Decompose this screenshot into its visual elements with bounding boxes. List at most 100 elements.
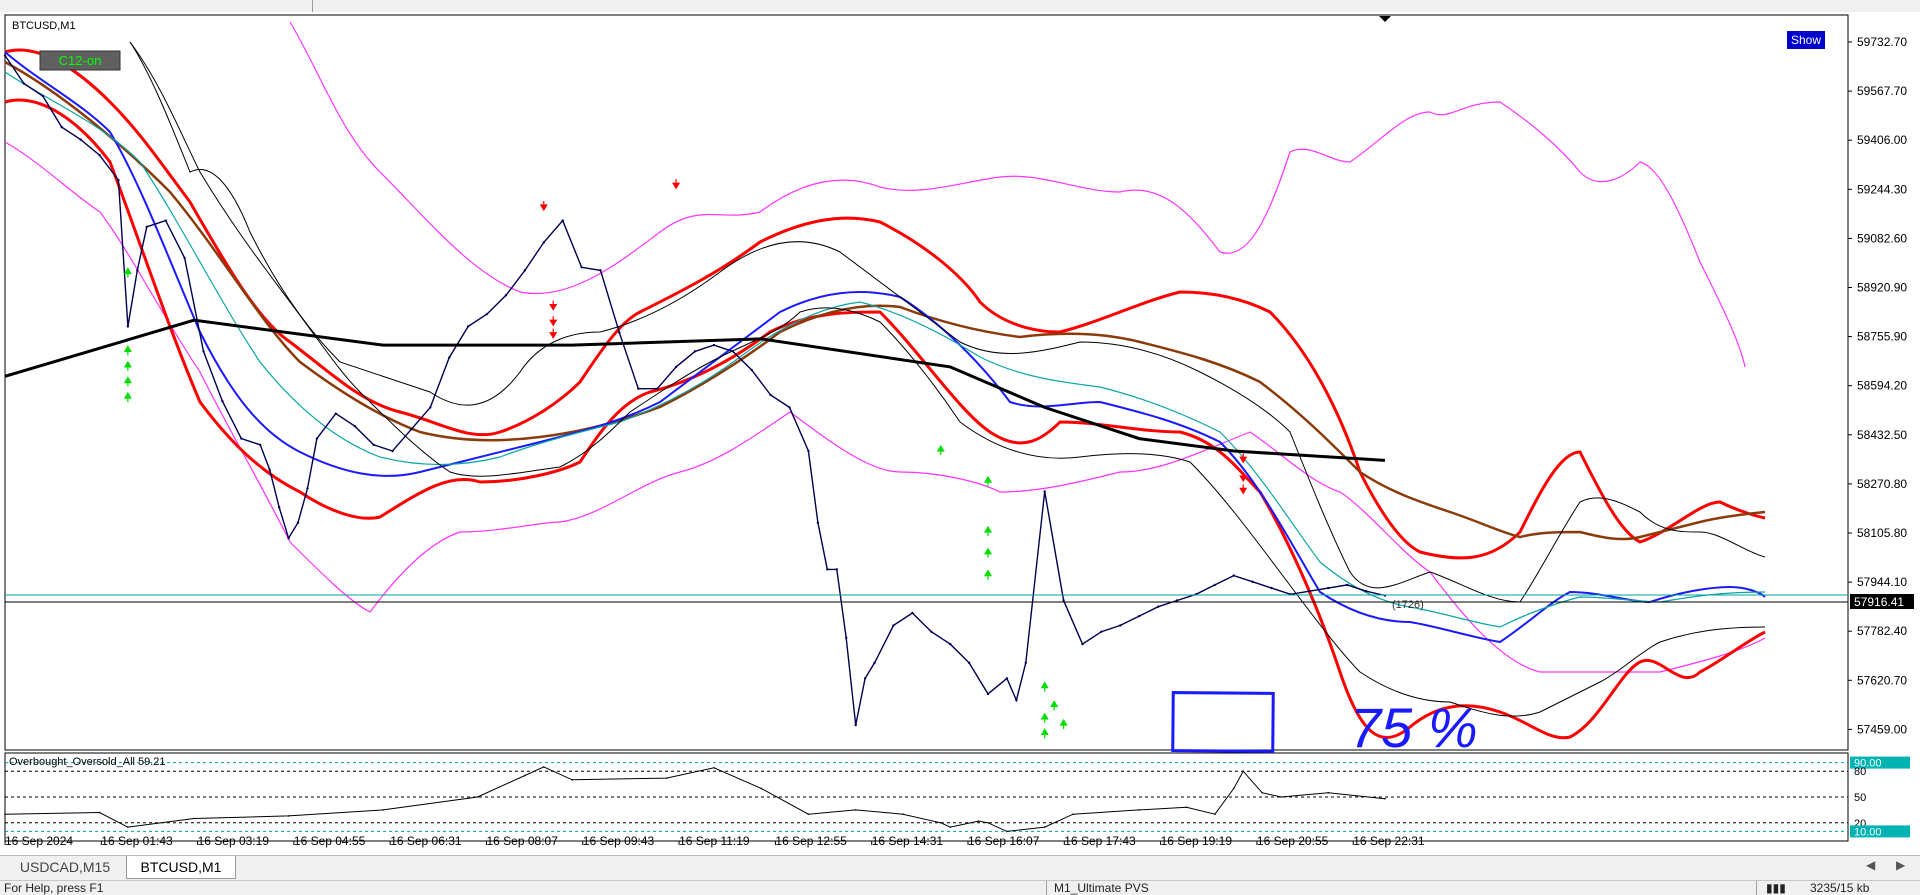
buy-arrow-icon xyxy=(123,345,132,356)
chart-area[interactable]: (1726) 59732.7059567.7059406.0059244.305… xyxy=(0,12,1920,855)
tab-scroll-right-icon[interactable]: ▶ xyxy=(1896,858,1906,872)
price-point xyxy=(268,468,271,471)
oscillator-point xyxy=(1138,809,1141,811)
current-price-label: 57916.41 xyxy=(1854,595,1904,609)
oscillator-point xyxy=(127,826,129,828)
buy-arrow-icon xyxy=(123,360,132,371)
oscillator-tick-label: 90.00 xyxy=(1854,758,1882,770)
price-axis[interactable]: 59732.70 59567.70 59406.00 59244.30 59082.60… xyxy=(1848,35,1907,736)
show-button[interactable] xyxy=(1787,31,1825,49)
oscillator-point xyxy=(524,774,526,777)
price-point xyxy=(674,365,678,369)
sell-arrow-icon xyxy=(549,316,558,327)
price-point xyxy=(1043,490,1046,493)
price-tick-label: 58432.50 xyxy=(1857,428,1907,442)
indicator-bands xyxy=(4,21,1766,740)
buy-arrow-icon xyxy=(983,547,993,558)
ma-black-line xyxy=(4,318,1386,462)
oscillator-point xyxy=(713,766,715,769)
price-tick-label: 59082.60 xyxy=(1857,231,1907,245)
price-point xyxy=(693,350,697,353)
buy-arrow-icon xyxy=(123,376,132,387)
buy-arrow-icon xyxy=(1050,700,1059,711)
oscillator-tick-label: 50 xyxy=(1854,792,1866,804)
oscillator-point xyxy=(1327,791,1330,794)
sell-arrow-icon xyxy=(1239,453,1248,464)
price-tick-label: 57782.40 xyxy=(1857,624,1907,638)
price-point xyxy=(930,630,933,633)
price-point xyxy=(117,178,120,182)
time-tick-label: 16 Sep 06:31 xyxy=(390,834,462,848)
price-point xyxy=(542,241,545,244)
price-point xyxy=(3,54,7,57)
buy-arrow-icon xyxy=(1040,681,1049,692)
oscillator-point xyxy=(987,822,989,824)
price-tick-label: 59732.70 xyxy=(1857,35,1907,49)
price-point xyxy=(259,443,262,446)
sell-arrow-icon xyxy=(672,179,681,190)
annotation-box xyxy=(1171,691,1275,753)
price-point xyxy=(826,568,829,571)
price-tick-label: 59244.30 xyxy=(1857,182,1907,196)
oscillator-point xyxy=(1185,806,1188,809)
oscillator-point xyxy=(902,813,904,815)
price-point xyxy=(712,343,716,347)
c12-button[interactable] xyxy=(39,50,121,71)
time-axis[interactable]: 16 Sep 2024 16 Sep 01:43 16 Sep 03:19 16 Se… xyxy=(4,834,1425,848)
price-point xyxy=(1156,605,1160,608)
price-point xyxy=(807,449,810,453)
ma-black-series xyxy=(4,318,1386,462)
main-pane[interactable] xyxy=(4,14,1849,751)
price-point xyxy=(164,219,167,222)
time-tick-label: 16 Sep 11:19 xyxy=(679,834,750,848)
oscillator-point xyxy=(854,809,857,811)
price-point xyxy=(1270,586,1273,590)
oscillator-point xyxy=(1261,791,1263,794)
chart-tab-bar: USDCAD,M15 BTCUSD,M1 ◀ ▶ xyxy=(0,855,1920,880)
toolbar-separator xyxy=(312,0,313,12)
price-point xyxy=(873,661,876,664)
price-point xyxy=(1119,624,1122,627)
oscillator-point xyxy=(949,826,952,828)
buy-arrow-icon xyxy=(123,391,132,403)
oscillator-tick-label: 80 xyxy=(1854,766,1866,778)
oscillator-point xyxy=(977,820,980,822)
price-tick-label: 58105.80 xyxy=(1857,526,1907,540)
price-point xyxy=(854,723,857,727)
price-point xyxy=(372,443,375,446)
tab-scroll-left-icon[interactable]: ◀ xyxy=(1866,858,1876,872)
status-bar: For Help, press F1 M1_Ultimate PVS ▮▮▮ 3… xyxy=(0,880,1920,895)
status-profile-text: M1_Ultimate PVS xyxy=(1054,881,1149,895)
price-point xyxy=(485,312,489,316)
oscillator-point xyxy=(1242,770,1245,772)
price-point xyxy=(145,225,148,228)
price-point xyxy=(637,387,640,390)
tab-usdcad-m15[interactable]: USDCAD,M15 xyxy=(19,859,111,875)
price-point xyxy=(1138,614,1141,618)
oscillator-point xyxy=(1384,797,1386,800)
sell-arrow-icon xyxy=(1239,484,1248,495)
price-point xyxy=(911,611,914,615)
connection-status-icon: ▮▮▮ xyxy=(1766,881,1786,895)
time-tick-label: 16 Sep 03:19 xyxy=(198,834,270,848)
oscillator-label: Overbought_Oversold_All 59.21 xyxy=(9,756,166,768)
oscillator-point xyxy=(1043,826,1046,828)
time-tick-label: 16 Sep 14:31 xyxy=(872,834,944,848)
oscillator-point xyxy=(98,811,101,814)
sell-arrow-icon xyxy=(549,300,558,311)
price-point xyxy=(504,294,508,297)
price-point xyxy=(618,331,621,334)
price-point xyxy=(580,266,583,269)
bollinger-lower xyxy=(4,141,1766,673)
price-tick-label: 59567.70 xyxy=(1857,84,1907,98)
price-point xyxy=(1015,698,1018,702)
sell-arrow-icon xyxy=(1239,471,1248,483)
price-point xyxy=(1062,599,1065,602)
price-point xyxy=(1308,589,1311,593)
time-tick-label: 16 Sep 08:07 xyxy=(487,834,559,848)
shift-marker-icon[interactable] xyxy=(1379,16,1391,22)
tab-btcusd-m1[interactable]: BTCUSD,M1 xyxy=(126,856,236,879)
price-tick-label: 58270.80 xyxy=(1857,477,1907,491)
price-point xyxy=(1175,599,1179,602)
